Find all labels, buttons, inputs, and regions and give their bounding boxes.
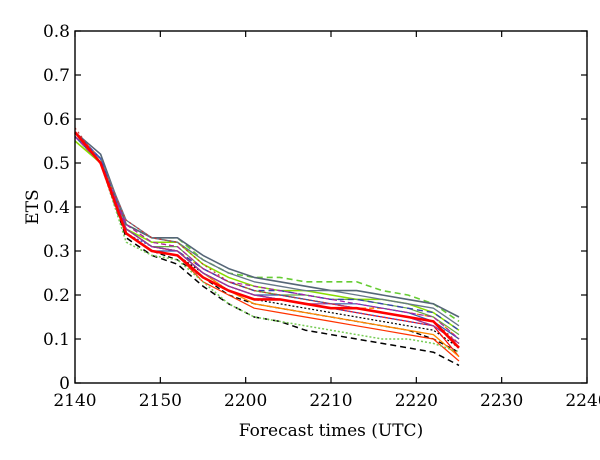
series-line-3 [74, 131, 460, 349]
x-tick-label: 2240 [565, 391, 600, 411]
series-line-8 [74, 140, 460, 358]
x-tick-label: 2150 [139, 391, 182, 411]
y-tick-label: 0.7 [43, 66, 70, 86]
x-tick-label: 2210 [309, 391, 352, 411]
series-line-1 [74, 131, 460, 367]
x-tick-label: 2200 [224, 391, 267, 411]
axis-ticks: 0 0.1 0.2 0.3 0.4 0.5 0.6 0.7 0.8 2140 2150 2200 221… [43, 22, 600, 411]
x-tick-label: 2220 [395, 391, 438, 411]
series-line-13 [74, 136, 460, 336]
y-tick-label: 0.8 [43, 22, 70, 42]
x-tick-label: 2230 [480, 391, 523, 411]
y-tick-label: 0.2 [43, 286, 70, 306]
y-tick-label: 0.6 [43, 110, 70, 130]
series-line-21 [74, 127, 460, 344]
series-line-7 [74, 136, 460, 344]
series-line-14 [74, 131, 460, 318]
y-axis-label: ETS [23, 189, 43, 224]
y-tick-label: 0.5 [43, 154, 70, 174]
series-line-6 [74, 131, 460, 362]
y-tick-label: 0.1 [43, 330, 70, 350]
series-line-10 [74, 140, 460, 331]
series-line-4 [74, 131, 460, 349]
y-tick-label: 0.4 [43, 198, 70, 218]
x-axis-label: Forecast times (UTC) [239, 421, 423, 441]
y-tick-label: 0.3 [43, 242, 70, 262]
x-tick-label: 2140 [53, 391, 96, 411]
series-lines [74, 127, 460, 367]
series-line-11 [74, 135, 460, 323]
y-tick-label: 0 [59, 374, 70, 394]
series-line-12 [74, 136, 460, 353]
series-line-5 [74, 136, 460, 357]
